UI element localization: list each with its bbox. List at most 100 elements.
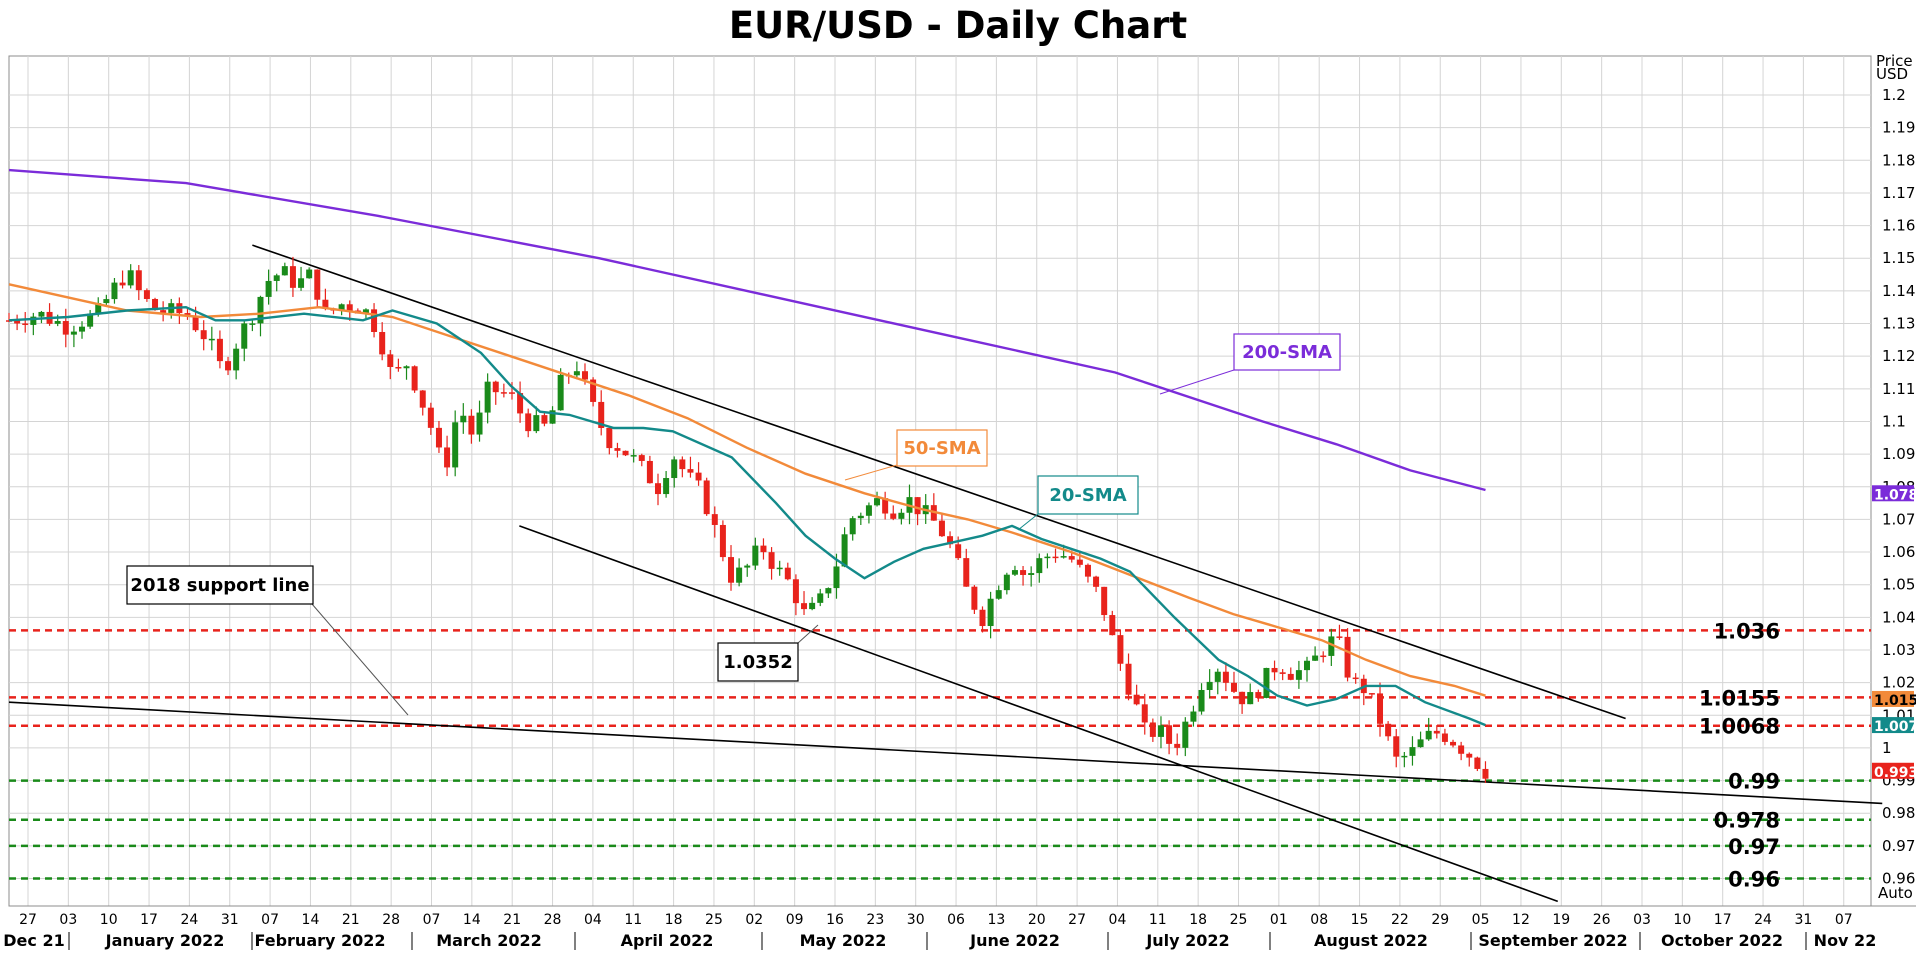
level-label: 0.96 [1728, 868, 1780, 892]
candle-body [62, 321, 69, 335]
candle-body [1109, 615, 1116, 636]
y-tick-label: 1.15 [1882, 249, 1915, 267]
annotations: 200-SMA 50-SMA 20-SMA 2018 support line 1.03… [126, 333, 1341, 716]
series-50-SMA [8, 283, 1486, 697]
candle-body [1101, 586, 1108, 616]
candle-body [874, 498, 881, 506]
candle-body [841, 534, 848, 567]
candle-body [1174, 743, 1181, 748]
x-tick-label: 31 [1794, 912, 1812, 928]
candle-body [1190, 711, 1197, 722]
x-tick-label: 09 [786, 912, 804, 928]
price-tag-label: 1.015 [1874, 693, 1916, 709]
level-label: 1.0068 [1699, 715, 1780, 739]
candle-body [338, 304, 345, 311]
candle-body [1076, 559, 1083, 565]
month-label: August 2022 [1314, 931, 1428, 950]
x-tick-label: 14 [463, 912, 481, 928]
price-tag [1872, 717, 1914, 734]
candle-body [719, 524, 726, 558]
candle-body [533, 415, 540, 432]
axis-unit-label: Price [1876, 52, 1913, 70]
candle-body [541, 415, 548, 424]
series-20-SMA [8, 305, 1486, 727]
candle-body [371, 309, 378, 332]
month-label: July 2022 [1145, 931, 1229, 950]
candle-body [1036, 558, 1043, 574]
label-1-0352-text: 1.0352 [723, 652, 792, 673]
candle-body [1458, 745, 1465, 754]
candle-body [1271, 667, 1278, 673]
label-2018-support-box [126, 565, 314, 605]
candle-body [606, 427, 613, 449]
candle-body [1336, 636, 1343, 638]
callout-200-sma [1159, 369, 1235, 395]
candles [6, 256, 1489, 783]
candle-body [663, 478, 670, 495]
candle-body [630, 455, 637, 457]
x-tick-label: 25 [1230, 912, 1248, 928]
candle-body [200, 330, 207, 340]
y-tick-label: 1.11 [1882, 380, 1915, 398]
level-label: 0.99 [1728, 770, 1780, 794]
candle-body [444, 447, 451, 468]
candle-body [192, 316, 199, 331]
candle-body [1028, 573, 1035, 575]
y-tick-label: 1.18 [1882, 151, 1915, 169]
candle-body [1093, 576, 1100, 587]
price-tag-label: 1.007 [1874, 719, 1916, 735]
y-tick-label: 1.19 [1882, 119, 1915, 137]
x-tick-label: 23 [866, 912, 884, 928]
candle-body [1084, 564, 1091, 577]
series-200-SMA [8, 168, 1486, 492]
candle-body [216, 338, 223, 362]
candle-body [70, 331, 77, 335]
candle-body [557, 374, 564, 411]
x-tick-label: 19 [1552, 912, 1570, 928]
x-tick-label: 12 [1512, 912, 1530, 928]
candle-body [1222, 671, 1229, 683]
candle-body [468, 415, 475, 435]
label-20-sma-box [1037, 475, 1139, 515]
candle-body [241, 323, 248, 349]
x-tick-label: 17 [140, 912, 158, 928]
candle-body [1482, 768, 1489, 779]
candle-body [1279, 672, 1286, 674]
x-tick-label: 21 [342, 912, 360, 928]
x-tick-label: 03 [59, 912, 77, 928]
candle-body [938, 520, 945, 537]
month-label: Dec 21 [3, 931, 64, 950]
candle-body [695, 472, 702, 481]
x-tick-label: 28 [544, 912, 562, 928]
candle-body [744, 565, 751, 568]
month-label: October 2022 [1661, 931, 1783, 950]
candle-body [736, 567, 743, 583]
candle-body [614, 448, 621, 451]
label-200-sma-box [1233, 333, 1341, 371]
candle-body [289, 266, 296, 288]
candle-body [1011, 570, 1018, 575]
level-label: 0.97 [1728, 835, 1780, 859]
level-label: 1.036 [1714, 619, 1780, 643]
candle-body [1295, 670, 1302, 680]
candle-body [865, 505, 872, 516]
candle-body [728, 557, 735, 583]
sma-lines [8, 168, 1486, 727]
candle-body [1328, 636, 1335, 656]
x-tick-label: 07 [261, 912, 279, 928]
x-tick-label: 14 [302, 912, 320, 928]
candle-body [825, 588, 832, 594]
month-label: September 2022 [1478, 931, 1627, 950]
candle-body [87, 313, 94, 327]
x-tick-label: 30 [907, 912, 925, 928]
y-tick-label: 0.98 [1882, 804, 1915, 822]
candle-body [1166, 725, 1173, 744]
candle-body [1255, 692, 1262, 698]
candle-body [135, 270, 142, 291]
y-tick-label: 1.05 [1882, 576, 1915, 594]
candle-body [1125, 663, 1132, 695]
month-label: Nov 22 [1814, 931, 1877, 950]
candle-body [817, 593, 824, 603]
x-tick-label: 07 [1835, 912, 1853, 928]
